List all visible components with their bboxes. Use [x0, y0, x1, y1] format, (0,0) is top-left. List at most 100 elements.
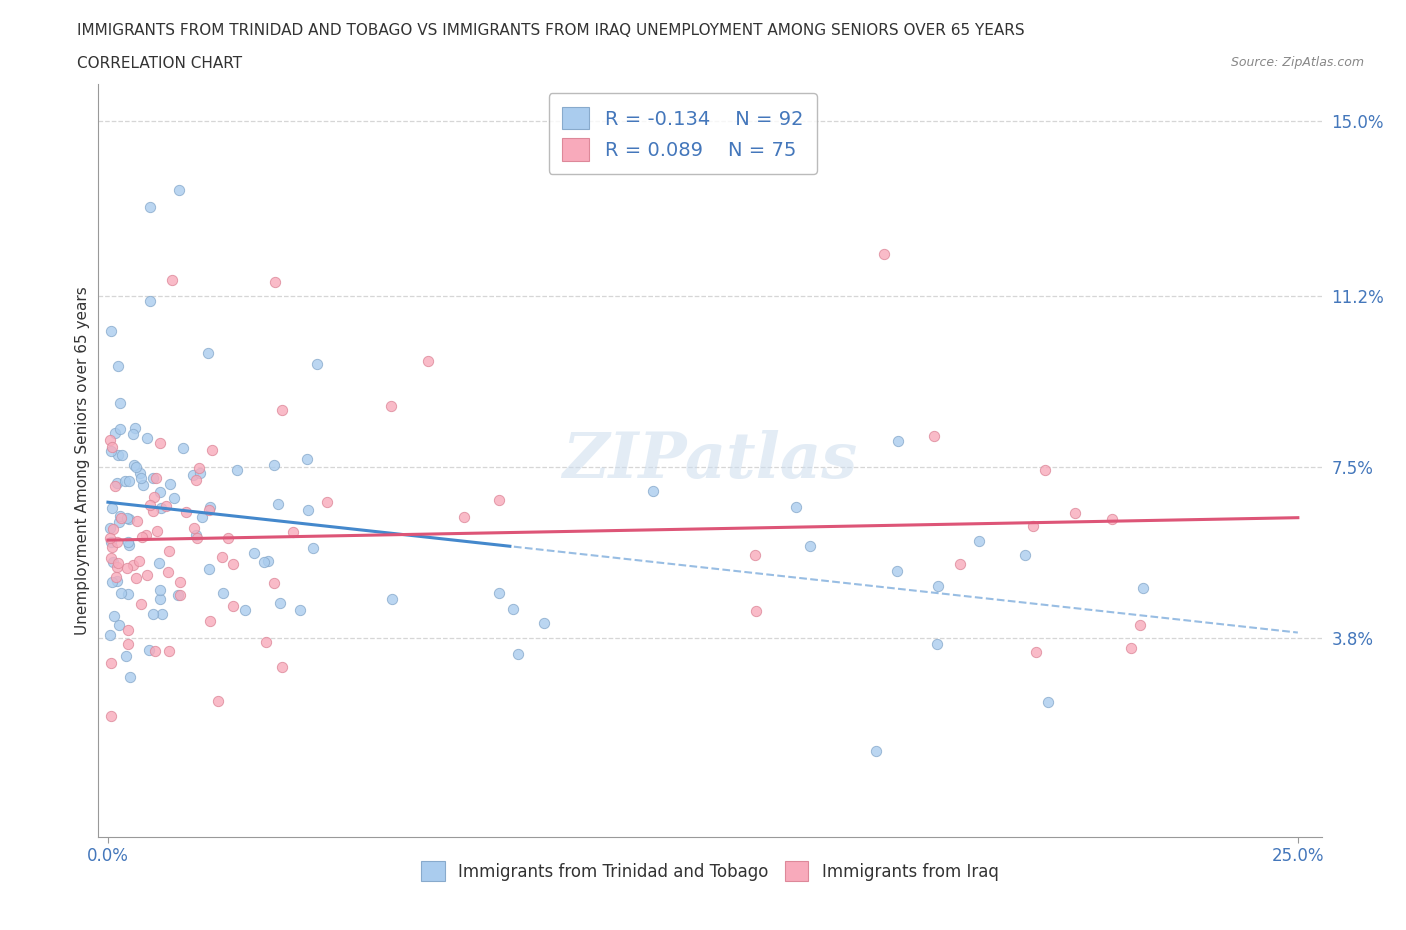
Point — [101, 500, 124, 515]
Point — [105, 559, 128, 574]
Text: CORRELATION CHART: CORRELATION CHART — [77, 56, 242, 71]
Point — [745, 604, 768, 618]
Point — [104, 479, 127, 494]
Point — [145, 471, 167, 485]
Point — [865, 744, 887, 759]
Point — [190, 466, 212, 481]
Point — [157, 565, 180, 580]
Point — [316, 495, 339, 510]
Point — [207, 694, 229, 709]
Point — [159, 477, 181, 492]
Legend: Immigrants from Trinidad and Tobago, Immigrants from Iraq: Immigrants from Trinidad and Tobago, Imm… — [413, 853, 1007, 889]
Point — [131, 529, 153, 544]
Point — [183, 520, 205, 535]
Point — [125, 513, 148, 528]
Point — [163, 490, 186, 505]
Point — [105, 535, 128, 550]
Point — [110, 585, 132, 600]
Text: ZIPatlas: ZIPatlas — [562, 430, 858, 491]
Point — [924, 429, 946, 444]
Point — [146, 524, 169, 538]
Point — [1025, 644, 1047, 659]
Point — [128, 553, 150, 568]
Point — [118, 538, 141, 552]
Point — [785, 499, 807, 514]
Point — [1064, 506, 1087, 521]
Point — [125, 570, 148, 585]
Point — [886, 433, 908, 448]
Point — [98, 628, 121, 643]
Point — [217, 531, 239, 546]
Point — [100, 444, 122, 458]
Point — [129, 465, 152, 480]
Point — [1121, 640, 1143, 655]
Point — [254, 634, 277, 649]
Point — [122, 558, 145, 573]
Point — [139, 294, 162, 309]
Point — [150, 607, 173, 622]
Point — [129, 596, 152, 611]
Point — [148, 555, 170, 570]
Point — [927, 578, 949, 593]
Point — [149, 582, 172, 597]
Point — [101, 575, 124, 590]
Point — [201, 443, 224, 458]
Point — [107, 447, 129, 462]
Point — [122, 427, 145, 442]
Point — [488, 585, 510, 600]
Point — [117, 587, 139, 602]
Point — [242, 546, 264, 561]
Point — [149, 435, 172, 450]
Point — [1022, 519, 1045, 534]
Point — [297, 452, 319, 467]
Point — [222, 556, 245, 571]
Point — [142, 504, 165, 519]
Point — [191, 510, 214, 525]
Point — [169, 588, 191, 603]
Point — [107, 556, 129, 571]
Point — [799, 538, 821, 553]
Point — [117, 534, 139, 549]
Point — [169, 182, 191, 197]
Point — [502, 601, 524, 616]
Point — [873, 246, 896, 261]
Point — [418, 354, 440, 369]
Point — [101, 539, 124, 554]
Point — [302, 540, 325, 555]
Point — [453, 510, 475, 525]
Point — [101, 440, 124, 455]
Point — [271, 402, 294, 417]
Point — [297, 502, 319, 517]
Point — [225, 462, 247, 477]
Point — [103, 554, 125, 569]
Point — [253, 554, 276, 569]
Point — [263, 458, 285, 472]
Point — [98, 433, 121, 448]
Point — [172, 441, 194, 456]
Text: Source: ZipAtlas.com: Source: ZipAtlas.com — [1230, 56, 1364, 69]
Point — [744, 548, 766, 563]
Point — [142, 489, 165, 504]
Point — [98, 521, 121, 536]
Point — [197, 562, 219, 577]
Point — [184, 527, 207, 542]
Point — [969, 533, 991, 548]
Point — [108, 514, 131, 529]
Point — [107, 359, 129, 374]
Point — [269, 596, 291, 611]
Point — [169, 575, 191, 590]
Point — [135, 528, 157, 543]
Point — [267, 497, 290, 512]
Point — [138, 643, 160, 658]
Point — [122, 458, 145, 472]
Point — [162, 272, 184, 287]
Point — [142, 471, 165, 485]
Point — [157, 544, 180, 559]
Point — [233, 603, 256, 618]
Point — [110, 511, 132, 525]
Point — [115, 511, 138, 525]
Point — [117, 622, 139, 637]
Point — [100, 656, 122, 671]
Point — [155, 498, 177, 513]
Point — [1033, 462, 1056, 477]
